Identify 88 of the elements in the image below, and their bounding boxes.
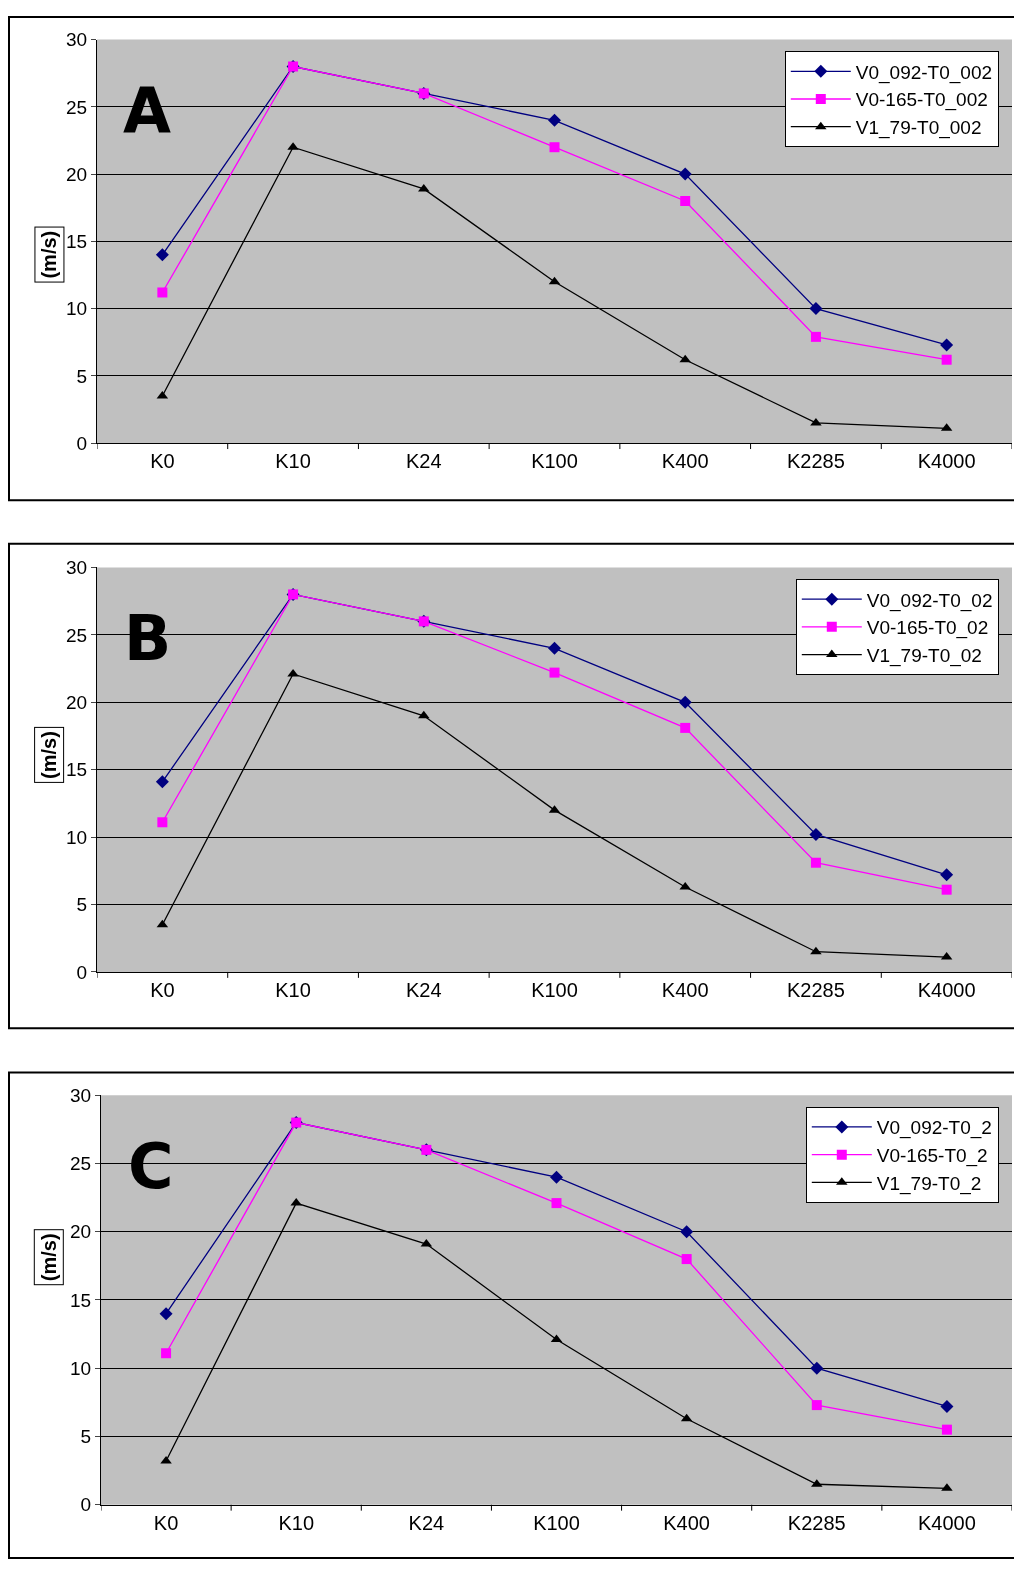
point bbox=[680, 196, 691, 207]
legend-label: V0_092-T0_002 bbox=[855, 61, 993, 84]
y-tick-label: 15 bbox=[70, 1289, 92, 1311]
y-axis-title: (m/s) bbox=[37, 1233, 60, 1282]
x-tick-label: K0 bbox=[153, 1511, 179, 1534]
y-tick-label: 30 bbox=[70, 1084, 92, 1106]
y-tick-label: 0 bbox=[76, 961, 88, 983]
x-tick-label: K2285 bbox=[787, 1511, 846, 1534]
y-tick-label: 10 bbox=[66, 298, 88, 320]
x-tick-label: K400 bbox=[661, 978, 709, 1001]
legend-label: V0-165-T0_2 bbox=[876, 1145, 988, 1168]
point bbox=[155, 775, 169, 789]
legend-label: V0-165-T0_02 bbox=[866, 617, 989, 640]
point bbox=[810, 331, 821, 342]
x-tick-label: K24 bbox=[405, 450, 442, 473]
x-tick-label: K4000 bbox=[917, 450, 976, 473]
y-tick-label: 30 bbox=[66, 29, 88, 51]
point bbox=[679, 354, 691, 363]
y-tick-label: 25 bbox=[70, 1153, 92, 1175]
y-tick-label: 5 bbox=[80, 1426, 92, 1448]
x-tick-label: K0 bbox=[150, 978, 175, 1001]
x-tick-label: K100 bbox=[531, 978, 578, 1001]
point bbox=[678, 167, 692, 181]
y-tick-label: 0 bbox=[76, 432, 88, 454]
point bbox=[809, 302, 823, 316]
point bbox=[810, 857, 821, 868]
point bbox=[810, 1361, 824, 1375]
point bbox=[941, 354, 952, 365]
y-tick-label: 30 bbox=[66, 557, 88, 579]
x-tick-label: K400 bbox=[661, 450, 709, 473]
x-tick-label: K400 bbox=[663, 1511, 710, 1534]
point bbox=[549, 142, 560, 153]
x-tick-label: K10 bbox=[275, 450, 311, 473]
x-tick-label: K24 bbox=[408, 1511, 445, 1534]
x-tick-label: K100 bbox=[531, 450, 578, 473]
point bbox=[161, 1348, 172, 1359]
point bbox=[418, 183, 430, 192]
legend-label: V1_79-T0_002 bbox=[855, 117, 982, 140]
y-tick-label: 20 bbox=[66, 691, 88, 713]
y-tick-label: 25 bbox=[66, 624, 88, 646]
point bbox=[159, 1307, 173, 1321]
y-axis-title: (m/s) bbox=[38, 731, 61, 779]
point bbox=[157, 287, 168, 298]
y-tick-label: 25 bbox=[66, 96, 88, 118]
legend-label: V0_092-T0_02 bbox=[866, 589, 993, 612]
y-tick-label: 15 bbox=[66, 759, 88, 781]
x-tick-label: K4000 bbox=[917, 978, 976, 1001]
x-tick-label: K2285 bbox=[787, 978, 845, 1001]
point bbox=[941, 884, 952, 895]
point bbox=[548, 113, 561, 127]
y-tick-label: 5 bbox=[76, 365, 88, 387]
legend-label: V1_79-T0_2 bbox=[876, 1172, 982, 1195]
point bbox=[549, 667, 560, 678]
point bbox=[940, 338, 954, 352]
x-tick-label: K0 bbox=[150, 450, 175, 473]
x-tick-label: K100 bbox=[533, 1511, 580, 1534]
point bbox=[678, 695, 692, 709]
y-tick-label: 5 bbox=[76, 894, 88, 916]
legend-label: V0-165-T0_002 bbox=[855, 89, 988, 112]
legend-label: V1_79-T0_02 bbox=[866, 644, 982, 667]
point bbox=[940, 1399, 954, 1413]
point bbox=[550, 1170, 563, 1184]
x-tick-label: K2285 bbox=[787, 450, 845, 473]
point bbox=[551, 1198, 562, 1209]
y-axis-title: (m/s) bbox=[38, 230, 61, 279]
point bbox=[811, 1400, 822, 1411]
y-tick-label: 20 bbox=[70, 1221, 92, 1243]
point bbox=[681, 1254, 692, 1265]
point bbox=[418, 710, 430, 719]
point bbox=[810, 946, 822, 955]
point bbox=[680, 1225, 694, 1239]
y-tick-label: 0 bbox=[80, 1494, 92, 1516]
point bbox=[941, 1424, 952, 1435]
point bbox=[680, 722, 691, 733]
point bbox=[155, 248, 169, 262]
x-tick-label: K24 bbox=[405, 978, 442, 1001]
point bbox=[157, 817, 168, 828]
y-tick-label: 10 bbox=[70, 1357, 92, 1379]
x-tick-label: K10 bbox=[278, 1511, 315, 1534]
x-tick-label: K4000 bbox=[918, 1511, 976, 1534]
y-tick-label: 20 bbox=[66, 163, 88, 185]
legend-label: V0_092-T0_2 bbox=[876, 1117, 992, 1140]
point bbox=[809, 827, 823, 841]
y-tick-label: 15 bbox=[66, 231, 88, 253]
y-tick-label: 10 bbox=[66, 826, 88, 848]
x-tick-label: K10 bbox=[275, 978, 311, 1001]
point bbox=[548, 641, 561, 655]
point bbox=[940, 868, 954, 882]
